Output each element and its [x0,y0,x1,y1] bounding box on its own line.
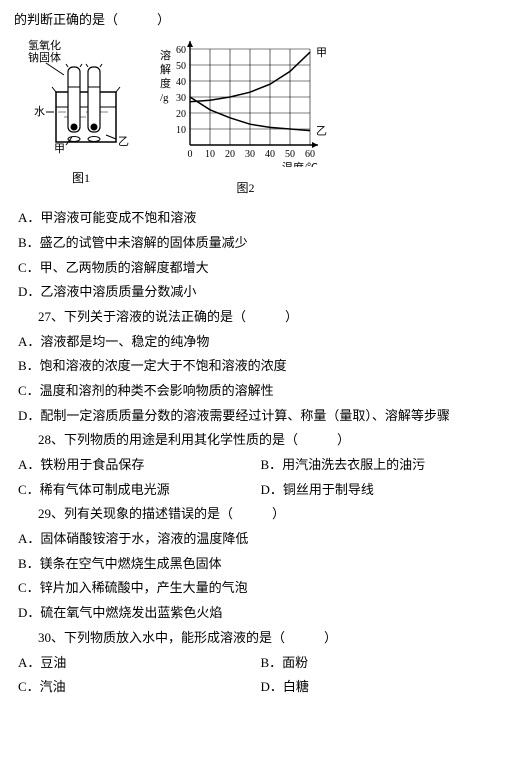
option-28-d: D．铜丝用于制导线 [261,478,500,503]
option-28-b: B．用汽油洗去衣服上的油污 [261,453,500,478]
tube-left-label: 甲 [54,143,65,155]
option-26-b: B．盛乙的试管中未溶解的固体质量减少 [18,231,499,256]
option-30-d: D．白糖 [261,675,500,700]
option-27-b: B．饱和溶液的浓度一定大于不饱和溶液的浓度 [18,354,499,379]
option-26-c: C．甲、乙两物质的溶解度都增大 [18,256,499,281]
svg-text:20: 20 [176,109,186,120]
svg-text:30: 30 [176,93,186,104]
svg-text:甲: 甲 [316,47,327,59]
svg-text:60: 60 [176,45,186,56]
apparatus-diagram: 氢氧化 钠固体 [26,37,136,157]
option-28-a: A．铁粉用于食品保存 [18,453,257,478]
option-27-c: C．温度和溶剂的种类不会影响物质的溶解性 [18,379,499,404]
svg-text:40: 40 [265,149,275,160]
option-30-a: A．豆油 [18,651,257,676]
naoh-label-1: 氢氧化 [28,38,61,52]
figure-1-label: 图1 [26,167,136,190]
svg-text:乙: 乙 [316,124,327,137]
svg-text:度: 度 [160,76,171,90]
svg-text:60: 60 [305,149,315,160]
option-30-c: C．汽油 [18,675,257,700]
option-27-d: D．配制一定溶质质量分数的溶液需要经过计算、称量（量取）、溶解等步骤 [18,404,499,429]
svg-text:50: 50 [176,61,186,72]
svg-text:30: 30 [245,149,255,160]
question-stem-fragment: 的判断正确的是（ ） [14,8,499,33]
question-27-stem: 27、下列关于溶液的说法正确的是（ ） [38,305,499,330]
option-30-b: B．面粉 [261,651,500,676]
tube-right-label: 乙 [118,135,129,148]
option-26-a: A．甲溶液可能变成不饱和溶液 [18,206,499,231]
svg-text:10: 10 [205,149,215,160]
svg-text:20: 20 [225,149,235,160]
svg-text:0: 0 [188,149,193,160]
svg-text:40: 40 [176,77,186,88]
figures-container: 氢氧化 钠固体 [26,37,499,200]
figure-1: 氢氧化 钠固体 [26,37,136,190]
solubility-chart: 0 10 20 30 40 50 60 10 20 30 40 50 60 溶解度/g 温度/℃ 甲乙 [148,37,343,167]
svg-text:50: 50 [285,149,295,160]
water-label: 水 [34,105,45,118]
option-28-c: C．稀有气体可制成电光源 [18,478,257,503]
figure-2: 0 10 20 30 40 50 60 10 20 30 40 50 60 溶解度/g 温度/℃ 甲乙 图2 [148,37,343,200]
option-26-d: D．乙溶液中溶质质量分数减小 [18,280,499,305]
svg-text:温度/℃: 温度/℃ [282,160,318,167]
option-27-a: A．溶液都是均一、稳定的纯净物 [18,330,499,355]
question-28-stem: 28、下列物质的用途是利用其化学性质的是（ ） [38,428,499,453]
svg-text:解: 解 [160,62,171,76]
svg-text:溶: 溶 [160,48,171,62]
question-29-stem: 29、列有关现象的描述错误的是（ ） [38,502,499,527]
option-29-d: D．硫在氧气中燃烧发出蓝紫色火焰 [18,601,499,626]
figure-2-label: 图2 [148,177,343,200]
svg-text:/g: /g [160,92,169,104]
option-29-c: C．锌片加入稀硫酸中，产生大量的气泡 [18,576,499,601]
naoh-label-2: 钠固体 [28,50,61,64]
question-30-stem: 30、下列物质放入水中，能形成溶液的是（ ） [38,626,499,651]
svg-text:10: 10 [176,125,186,136]
option-29-a: A．固体硝酸铵溶于水，溶液的温度降低 [18,527,499,552]
option-29-b: B．镁条在空气中燃烧生成黑色固体 [18,552,499,577]
